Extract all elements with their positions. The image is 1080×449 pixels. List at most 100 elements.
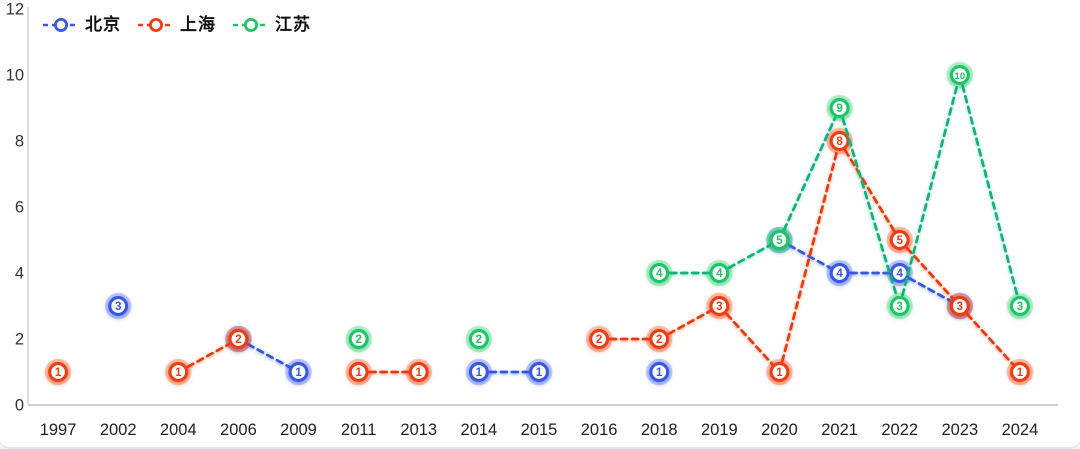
data-point-label: 1 — [536, 367, 543, 379]
data-point-label: 2 — [355, 334, 361, 346]
series-line-segment — [778, 106, 841, 242]
x-tick-label: 2016 — [581, 421, 618, 439]
data-point-label: 5 — [776, 235, 783, 247]
data-point-marker — [108, 296, 129, 316]
x-tick-label: 2019 — [701, 421, 738, 439]
data-point[interactable]: 1 — [1006, 358, 1034, 386]
x-tick-label: 2004 — [160, 421, 197, 439]
legend-label: 江苏 — [275, 15, 311, 34]
data-point[interactable]: 2 — [225, 325, 252, 353]
x-tick-label: 2015 — [521, 421, 558, 439]
data-point-label: 1 — [355, 367, 362, 379]
data-point[interactable]: 1 — [285, 358, 312, 386]
data-point-marker — [529, 362, 549, 382]
data-point-label: 4 — [716, 268, 723, 280]
series-line-segment — [898, 73, 962, 308]
series-group: 1 1 2 1 1 2 2 3 1 8 5 3 1 — [44, 127, 1034, 386]
data-point-marker — [889, 296, 910, 316]
x-tick-label: 1997 — [40, 421, 77, 439]
data-point[interactable]: 5 — [886, 226, 913, 254]
data-point-halo — [766, 226, 793, 254]
data-point[interactable]: 2 — [646, 325, 673, 353]
legend-item-shanghai[interactable]: 上海 — [137, 16, 216, 33]
data-point[interactable]: 1 — [405, 358, 432, 386]
data-point-label: 2 — [476, 334, 482, 346]
data-point-label: 4 — [656, 268, 663, 280]
data-point[interactable]: 1 — [766, 358, 793, 386]
data-point-label: 1 — [656, 367, 663, 379]
data-point-label: 3 — [897, 301, 903, 313]
data-point[interactable]: 1 — [465, 358, 493, 386]
data-point-label: 1 — [55, 367, 62, 379]
y-tick-label: 2 — [15, 331, 24, 349]
legend-item-beijing[interactable]: 北京 — [42, 16, 121, 33]
data-point[interactable]: 3 — [946, 292, 974, 320]
data-point-label: 10 — [955, 71, 966, 82]
legend-item-jiangsu[interactable]: 江苏 — [232, 16, 311, 33]
data-point-label: 1 — [175, 367, 182, 379]
data-point[interactable]: 4 — [826, 259, 853, 287]
data-point[interactable]: 9 — [826, 94, 853, 122]
x-tick-label: 2011 — [341, 421, 376, 439]
y-tick-label: 4 — [15, 265, 24, 283]
data-point-label: 1 — [1017, 367, 1024, 379]
x-tick-label: 2013 — [400, 421, 437, 439]
data-point-halo — [946, 292, 974, 320]
data-point-label: 9 — [836, 103, 842, 115]
data-point-halo — [585, 325, 613, 353]
data-point-halo — [826, 259, 853, 287]
x-tick-label: 2018 — [641, 421, 678, 439]
data-point-label: 4 — [897, 268, 904, 280]
series-line-segment — [898, 238, 962, 308]
data-point-label: 5 — [897, 235, 904, 247]
data-point[interactable]: 2 — [585, 325, 613, 353]
x-tick-label: 2024 — [1002, 421, 1039, 439]
data-point-label: 3 — [1017, 301, 1023, 313]
data-point[interactable]: 8 — [826, 127, 853, 155]
data-point-halo — [104, 292, 132, 320]
data-point[interactable]: 2 — [465, 325, 493, 353]
data-point-halo — [465, 358, 493, 386]
series-group: 3 2 1 1 1 1 5 4 4 3 — [104, 226, 974, 386]
data-point-halo — [44, 358, 72, 386]
data-point[interactable]: 3 — [706, 292, 733, 320]
data-point-halo — [766, 358, 793, 386]
data-point-label: 4 — [836, 268, 843, 280]
data-point[interactable]: 4 — [706, 259, 733, 287]
data-point-marker — [348, 362, 369, 382]
data-point-marker — [228, 329, 249, 349]
x-tick-label: 2009 — [280, 421, 317, 439]
data-point[interactable]: 1 — [44, 358, 72, 386]
data-point-marker — [649, 263, 670, 283]
x-tick-label: 2022 — [881, 421, 918, 439]
data-point[interactable]: 1 — [345, 358, 372, 386]
data-point[interactable]: 3 — [886, 292, 913, 320]
data-point[interactable]: 4 — [646, 259, 673, 287]
data-point-marker — [949, 296, 970, 316]
series-line-segment — [778, 139, 841, 374]
data-point-halo — [165, 358, 192, 386]
data-point-marker — [829, 263, 850, 283]
legend-line-marker-icon — [233, 17, 269, 32]
data-point-halo — [1006, 358, 1034, 386]
data-point-halo — [345, 325, 372, 353]
legend-label: 上海 — [180, 15, 216, 34]
data-point[interactable]: 3 — [1006, 292, 1034, 320]
data-point[interactable]: 1 — [525, 358, 553, 386]
data-point[interactable]: 3 — [104, 292, 132, 320]
data-point-label: 8 — [836, 136, 843, 148]
data-point-label: 2 — [235, 334, 241, 346]
data-point-halo — [465, 325, 493, 353]
data-point[interactable]: 2 — [345, 325, 372, 353]
data-point-halo — [345, 358, 372, 386]
series-line-segment — [838, 106, 902, 308]
data-point-label: 1 — [776, 367, 783, 379]
data-point[interactable]: 1 — [646, 358, 673, 386]
data-point[interactable]: 10 — [946, 61, 974, 89]
data-point[interactable]: 5 — [766, 226, 793, 254]
series-line-segment — [838, 139, 902, 242]
data-point[interactable]: 1 — [165, 358, 192, 386]
x-tick-label: 2023 — [941, 421, 978, 439]
legend-line-marker-icon — [43, 17, 79, 32]
data-point[interactable]: 4 — [886, 259, 913, 287]
